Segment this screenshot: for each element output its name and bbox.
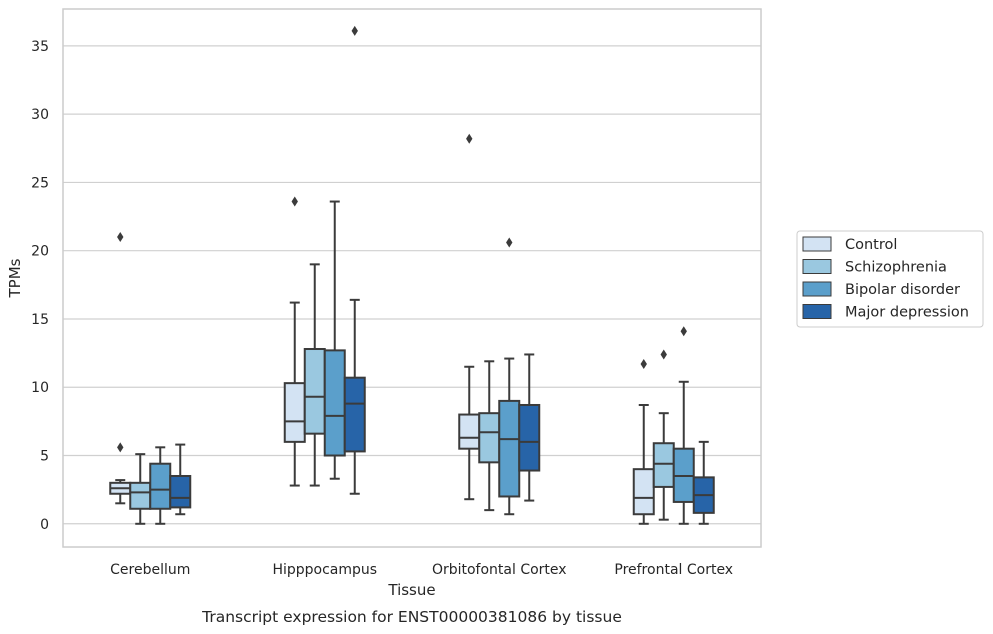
legend-frame: [796, 230, 984, 328]
box-group: [169, 443, 192, 516]
box-group: [692, 440, 715, 525]
legend-swatch: [802, 259, 832, 274]
outlier-marker: [117, 232, 124, 243]
y-tick-labels: 0 5 10 15 20 25 30 35: [31, 39, 49, 533]
outlier-marker: [117, 442, 124, 453]
box: [518, 403, 541, 472]
legend-label: Bipolar disorder: [845, 282, 960, 298]
x-axis-label: Tissue: [387, 581, 435, 599]
box-group: [458, 133, 481, 501]
box-group: [303, 263, 326, 487]
x-tick-labels: Cerebellum Hipppocampus Orbitofontal Corte…: [110, 562, 733, 578]
x-tick-label: Prefrontal Cortex: [614, 562, 733, 578]
legend: Control Schizophrenia Bipolar disorder Majo…: [796, 230, 984, 328]
x-tick-label: Cerebellum: [110, 562, 190, 578]
chart-caption: Transcript expression for ENST0000038108…: [201, 608, 622, 626]
legend-swatch: [802, 236, 832, 252]
box-group: [283, 196, 306, 487]
box: [343, 376, 366, 453]
box-group: [498, 237, 521, 516]
legend-label: Schizophrenia: [845, 260, 947, 276]
y-tick-label: 0: [40, 517, 49, 533]
x-tick-label: Hipppocampus: [272, 562, 377, 578]
box: [632, 468, 655, 516]
box-group: [652, 349, 675, 521]
box-group: [632, 359, 655, 525]
plot-frame: [62, 8, 762, 548]
box-group: [672, 326, 695, 525]
box: [498, 399, 521, 498]
outlier-marker: [660, 349, 667, 360]
legend-label: Major depression: [845, 305, 969, 321]
legend-swatch: [802, 281, 832, 297]
box-group: [478, 360, 501, 512]
legend-label: Control: [845, 237, 897, 253]
box-group: [109, 232, 132, 505]
x-tick-label: Orbitofontal Cortex: [432, 562, 567, 578]
outlier-marker: [466, 133, 473, 144]
outlier-marker: [680, 326, 687, 337]
y-tick-label: 5: [40, 449, 49, 465]
box-group: [323, 200, 346, 480]
y-tick-label: 10: [31, 380, 49, 396]
y-tick-label: 15: [31, 312, 49, 328]
box-group: [149, 446, 172, 525]
y-axis-label: TPMs: [6, 258, 24, 298]
box-group: [129, 453, 152, 525]
box: [149, 462, 172, 510]
y-tick-label: 35: [31, 39, 49, 55]
y-tick-label: 30: [31, 107, 49, 123]
box-group: [343, 25, 366, 495]
y-tick-label: 20: [31, 244, 49, 260]
box: [283, 382, 306, 443]
y-tick-label: 25: [31, 175, 49, 191]
outlier-marker: [351, 25, 358, 36]
box-groups: [109, 25, 715, 525]
outlier-marker: [506, 237, 513, 248]
outlier-marker: [291, 196, 298, 207]
legend-swatch: [802, 304, 832, 319]
box: [458, 413, 481, 450]
box: [323, 349, 346, 457]
box: [303, 348, 326, 435]
box: [169, 474, 192, 509]
box: [652, 442, 675, 488]
outlier-marker: [640, 359, 647, 370]
box-group: [518, 353, 541, 502]
box: [129, 481, 152, 510]
box: [478, 412, 501, 464]
